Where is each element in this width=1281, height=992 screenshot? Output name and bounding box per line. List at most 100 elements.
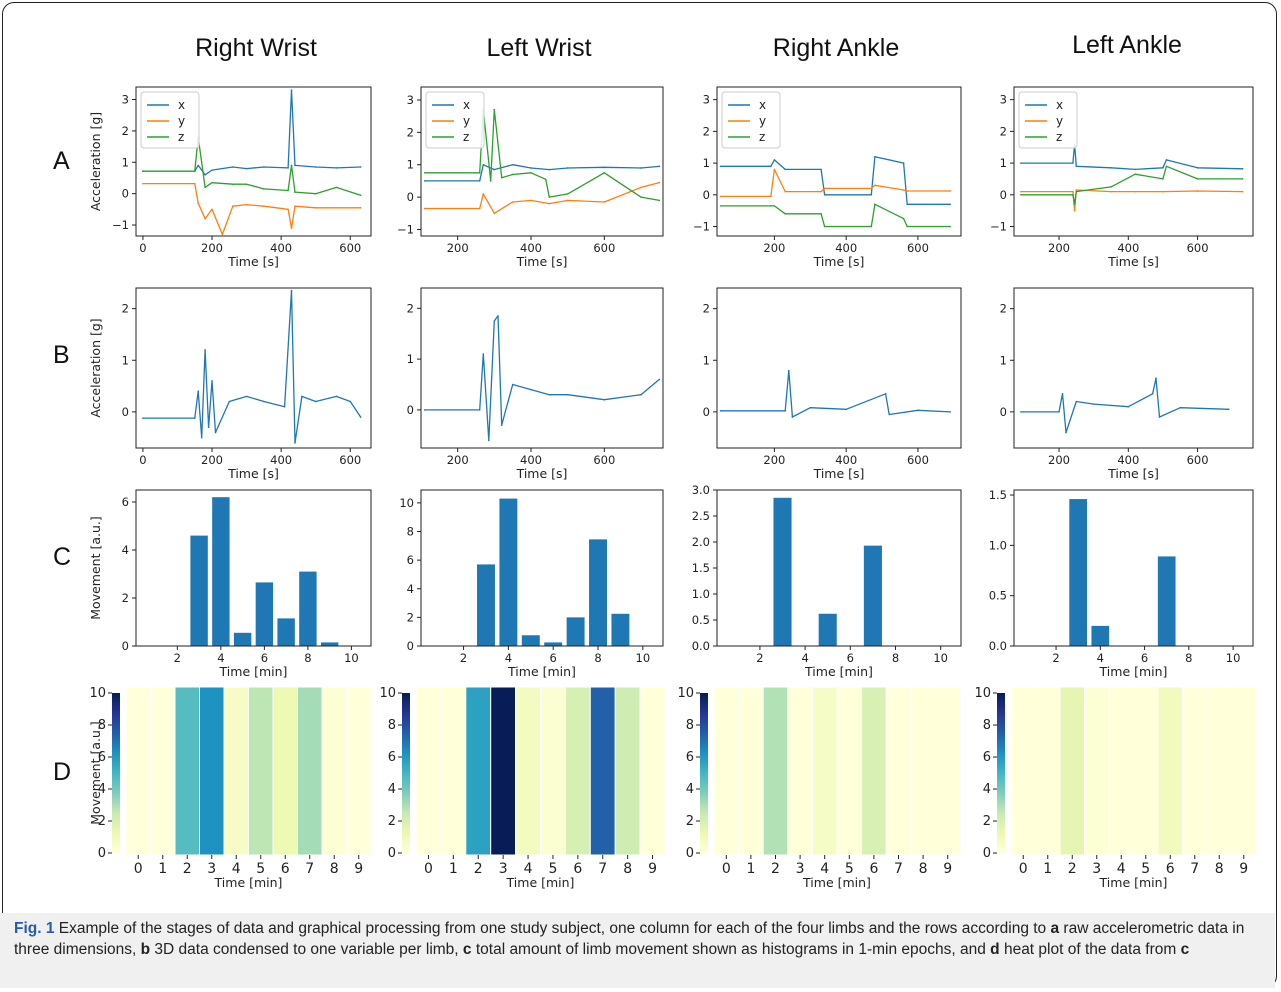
axes-frame <box>420 86 664 237</box>
data-point <box>497 315 499 317</box>
x-tick-label: 5 <box>845 861 854 877</box>
data-point <box>603 398 606 401</box>
data-point <box>359 166 362 168</box>
colorbar-tick-label: 4 <box>98 782 106 797</box>
x-tick-label: 1 <box>1043 861 1052 877</box>
x-tick-label: 10 <box>933 651 948 665</box>
legend-label-x: x <box>178 98 185 112</box>
y-tick-label: −1 <box>990 219 1007 233</box>
x-tick-label: 8 <box>304 651 311 665</box>
y-tick-label: 2 <box>703 302 710 316</box>
data-point <box>820 190 822 193</box>
data-point <box>1020 162 1022 164</box>
x-tick-label: 4 <box>505 651 512 665</box>
x-tick-label: 6 <box>847 651 854 665</box>
column-title-right-ankle: Right Ankle <box>773 34 899 62</box>
data-point <box>1110 167 1112 169</box>
panel-b-2: 200 400 600 0 1 2 Time [s] <box>703 287 962 481</box>
x-tick-label: 0 <box>139 453 146 467</box>
y-axis-label: Acceleration [g] <box>88 112 103 211</box>
heat-cell-minute-3 <box>1084 686 1110 856</box>
bar-minute-7 <box>1157 556 1176 646</box>
bar-minute-5 <box>818 613 837 646</box>
data-point <box>640 393 642 396</box>
data-point <box>949 411 952 413</box>
y-tick-label: 1 <box>122 353 129 367</box>
data-point <box>193 170 196 172</box>
data-point <box>197 202 200 204</box>
axes-frame <box>135 489 372 647</box>
bar-minute-6 <box>255 582 274 646</box>
data-point <box>566 393 569 396</box>
bar-minute-3 <box>1069 499 1088 646</box>
data-point <box>482 193 485 195</box>
x-tick-label: 4 <box>1097 651 1104 665</box>
data-point <box>719 205 722 207</box>
x-axis-label: Time [min] <box>802 875 871 890</box>
data-point <box>603 172 606 174</box>
x-tick-label: 600 <box>907 241 929 255</box>
data-point <box>204 349 206 351</box>
colorbar-tick-label: 10 <box>89 686 106 701</box>
data-point <box>1075 190 1078 193</box>
legend: xyz <box>425 91 485 149</box>
x-tick-label: 4 <box>217 651 224 665</box>
colorbar-tick-label: 6 <box>98 750 106 765</box>
data-point <box>290 164 293 167</box>
data-point <box>870 187 873 190</box>
data-point <box>1162 178 1164 180</box>
colorbar-tick-label: 0 <box>983 846 991 861</box>
data-point <box>658 165 661 168</box>
x-tick-label: 200 <box>447 453 469 467</box>
data-point <box>784 213 786 215</box>
bar-minute-8 <box>299 571 317 646</box>
y-tick-label: 3 <box>1000 93 1007 107</box>
panel-c-2: 2 4 6 8 10 0.0 0.5 1.0 1.5 2.0 2.5 3.0 Time [min] <box>692 483 962 679</box>
x-tick-label: 9 <box>1239 861 1248 877</box>
data-point <box>603 166 606 169</box>
x-tick-label: 200 <box>1048 453 1070 467</box>
y-tick-label: 0 <box>122 187 129 201</box>
data-point <box>902 162 905 164</box>
y-tick-label: 0.5 <box>989 589 1007 603</box>
x-tick-label: 9 <box>354 861 363 877</box>
colorbar-tick-label: 6 <box>686 750 694 765</box>
data-point <box>294 164 296 167</box>
data-point <box>791 416 794 418</box>
x-tick-label: 7 <box>894 861 903 877</box>
data-point <box>888 413 891 416</box>
x-tick-label: 5 <box>256 861 265 877</box>
data-point <box>658 378 661 381</box>
data-point <box>874 155 876 158</box>
y-tick-label: 2 <box>407 610 414 624</box>
x-tick-label: 400 <box>520 241 542 255</box>
data-point <box>211 380 213 382</box>
data-point <box>809 406 812 409</box>
data-point <box>493 108 496 111</box>
heat-cell-minute-0 <box>713 686 740 856</box>
data-point <box>231 166 234 168</box>
data-point <box>603 201 606 203</box>
data-point <box>566 199 569 202</box>
heat-cell-minute-3 <box>490 686 517 856</box>
x-tick-label: 600 <box>1187 241 1209 255</box>
x-tick-label: 3 <box>207 861 216 877</box>
data-point <box>902 217 905 220</box>
colorbar-tick-label: 0 <box>686 846 694 861</box>
y-tick-label: 4 <box>122 543 129 557</box>
heat-cell-minute-5 <box>836 686 863 856</box>
data-point <box>870 193 873 196</box>
bar-minute-3 <box>190 535 208 646</box>
legend-label-x: x <box>463 98 470 112</box>
row-label-b: B <box>53 341 70 369</box>
x-tick-label: 2 <box>1052 651 1059 665</box>
data-point <box>1110 186 1112 188</box>
data-point <box>301 395 303 398</box>
series-line-magnitude <box>720 369 951 418</box>
data-point <box>1241 178 1244 180</box>
heat-cell-minute-7 <box>885 686 912 856</box>
data-point <box>949 203 952 206</box>
y-axis-label: Movement [a.u.] <box>88 721 103 824</box>
